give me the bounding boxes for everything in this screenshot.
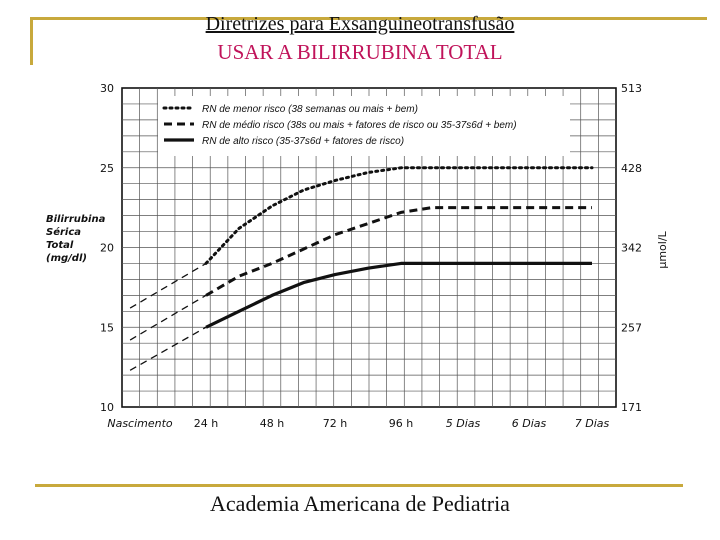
y-axis-label: Sérica [46, 226, 81, 238]
y2-tick-label: 342 [621, 242, 642, 255]
legend-label: RN de menor risco (38 semanas ou mais + … [202, 104, 418, 115]
x-tick-label: 24 h [194, 417, 218, 430]
series-extrapolation [129, 326, 207, 371]
y-tick-label: 10 [100, 401, 114, 414]
left-decorative-rule [30, 17, 33, 65]
legend-box [158, 96, 570, 156]
y2-axis-label: µmol/L [656, 230, 669, 268]
y2-tick-label: 428 [621, 162, 642, 175]
y2-tick-label: 171 [621, 401, 642, 414]
slide-subtitle: USAR A BILIRRUBINA TOTAL [217, 40, 503, 64]
y2-tick-label: 513 [621, 82, 642, 95]
x-tick-label: 48 h [260, 417, 284, 430]
y-tick-label: 15 [100, 321, 114, 334]
series-extrapolation [129, 294, 207, 341]
x-tick-label: Nascimento [107, 417, 173, 430]
y-axis-label: (mg/dl) [46, 253, 87, 264]
slide-title: Diretrizes para Exsanguineotransfusão [205, 13, 515, 35]
y2-tick-label: 257 [621, 321, 642, 334]
x-tick-label: 5 Dias [446, 417, 481, 430]
y-tick-label: 20 [100, 242, 114, 255]
top-decorative-rule [30, 17, 707, 20]
bottom-decorative-rule [35, 484, 683, 487]
y-axis-label: Bilirrubina [46, 214, 106, 225]
x-tick-label: 96 h [389, 417, 413, 430]
series-extrapolation [129, 262, 207, 309]
x-tick-label: 7 Dias [575, 417, 610, 430]
legend-label: RN de médio risco (38s ou mais + fatores… [202, 120, 517, 131]
legend-label: RN de alto risco (35-37s6d + fatores de … [202, 136, 404, 147]
x-tick-label: 72 h [323, 417, 347, 430]
x-tick-label: 6 Dias [512, 417, 547, 430]
y-axis-label: Total [46, 240, 74, 251]
y-tick-label: 30 [100, 82, 114, 95]
y-tick-label: 25 [100, 162, 114, 175]
series-line [205, 261, 592, 329]
series-line [204, 166, 594, 265]
slide-footer: Academia Americana de Pediatria [210, 491, 510, 516]
